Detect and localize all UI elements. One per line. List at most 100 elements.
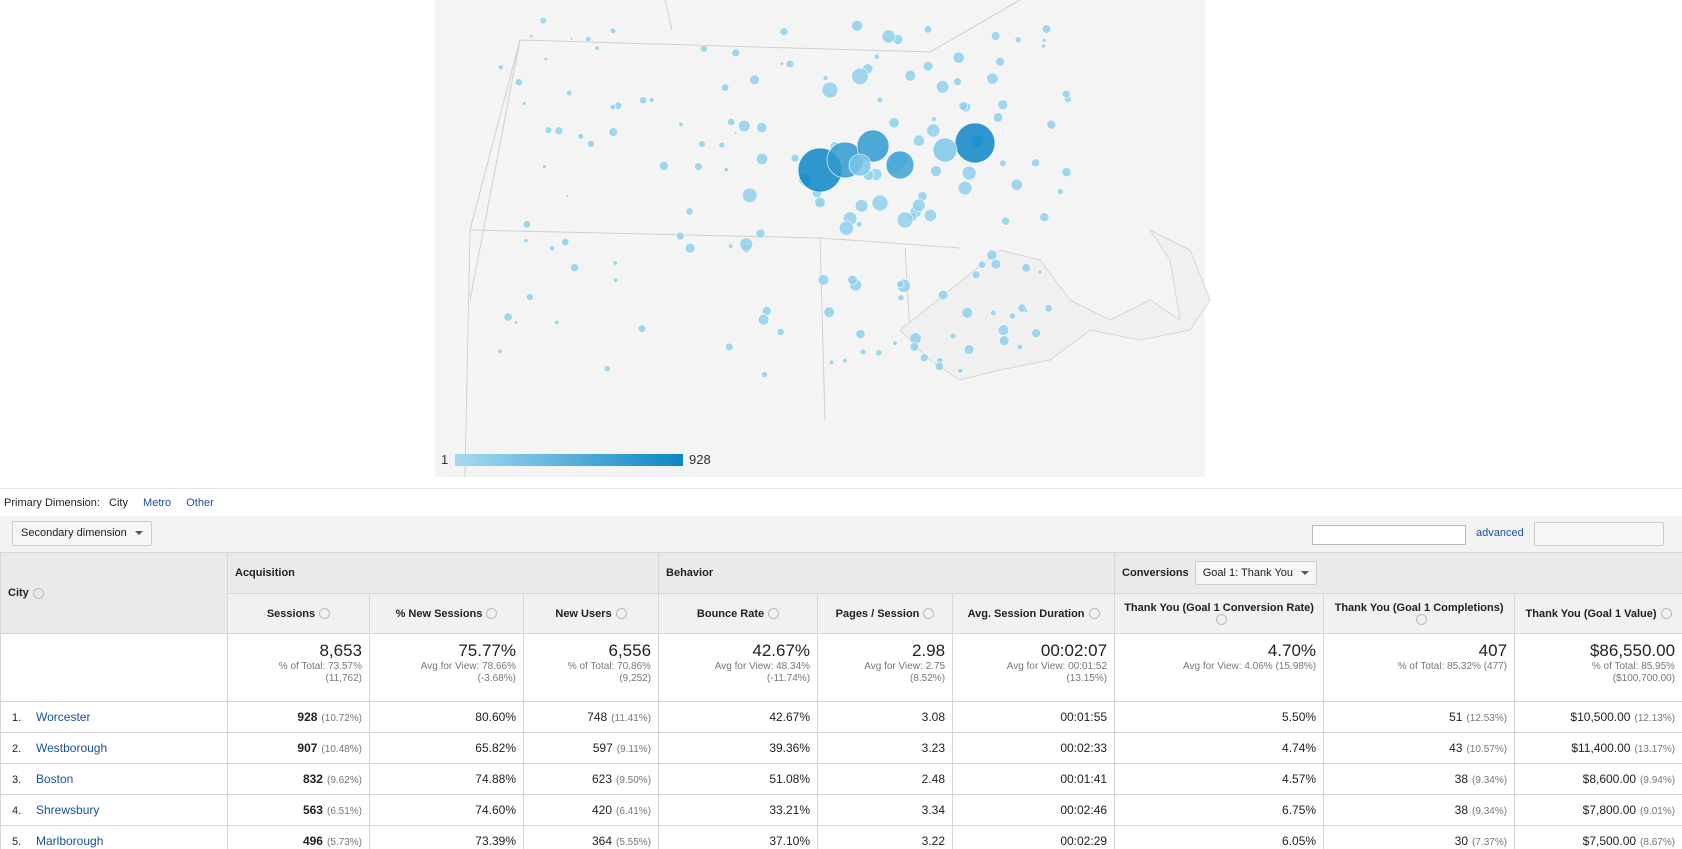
dimension-city[interactable]: City (109, 497, 128, 509)
bubble (822, 75, 829, 82)
bubble (896, 211, 914, 229)
rank: 5. (12, 836, 22, 848)
bubble (912, 134, 925, 147)
bubble (756, 122, 768, 134)
metric-cell: 3.23 (817, 732, 954, 764)
bubble (1037, 269, 1043, 275)
goal-select[interactable]: Goal 1: Thank You (1194, 561, 1318, 585)
column-label: New Users (555, 607, 612, 620)
column-header[interactable]: Avg. Session Duration (952, 593, 1116, 634)
bubble (727, 118, 736, 127)
bubble (957, 367, 964, 374)
metric-cell: 3.08 (817, 701, 954, 733)
totals-note: % of Total: 73.57% (278, 661, 362, 672)
bubble (739, 237, 754, 252)
bubble (957, 180, 973, 196)
bubble (990, 31, 1001, 41)
bubble (725, 342, 734, 352)
city-link[interactable]: Shrewsbury (36, 803, 100, 817)
bubble (737, 119, 751, 133)
bubble (961, 306, 974, 319)
bubble (855, 221, 863, 228)
dimension-other[interactable]: Other (186, 497, 214, 509)
metric-value: 74.88% (475, 772, 516, 786)
bubble (539, 16, 547, 25)
column-header[interactable]: Sessions (227, 593, 370, 634)
bubble (842, 357, 848, 364)
column-header[interactable]: Bounce Rate (658, 593, 819, 634)
bubble (817, 274, 830, 286)
bubble (727, 243, 734, 249)
bubble (608, 127, 619, 138)
bubble (854, 199, 869, 213)
metric-share: (8.67%) (1640, 837, 1676, 848)
metric-value: 80.60% (475, 710, 516, 724)
bubble (1031, 328, 1042, 338)
legend-max: 928 (689, 452, 711, 467)
metric-value: 42.67% (769, 710, 811, 724)
bubble (953, 77, 962, 87)
city-cell: 5. Marlborough (0, 825, 228, 849)
bubble (954, 122, 996, 164)
city-link[interactable]: Westborough (36, 741, 108, 755)
totals-row: 8,653% of Total: 73.57% (11,762) 75.77% Avg… (0, 633, 1682, 702)
bubble (851, 67, 869, 86)
metric-cell: 4.74% (1114, 732, 1325, 764)
help-icon (486, 608, 498, 620)
bubble (838, 220, 854, 236)
search-box[interactable] (1312, 525, 1466, 545)
bubble (503, 312, 513, 322)
bubble (529, 33, 534, 39)
bubble (779, 61, 785, 67)
data-row: 4. Shrewsbury 563 (6.51%) 74.60% 420 (6.41%) 33… (0, 794, 1682, 826)
column-header[interactable]: % New Sessions (369, 593, 524, 634)
totals-cell: 75.77% Avg for View: 78.66% (-3.68%) (369, 633, 524, 702)
totals-note: Avg for View: 78.66% (420, 661, 516, 672)
bubble (761, 371, 768, 378)
metric-value: 33.21% (769, 803, 811, 817)
city-link[interactable]: Marlborough (36, 834, 104, 848)
primary-dimension: Primary Dimension: City Metro Other (4, 497, 214, 509)
help-icon (32, 587, 44, 599)
metric-cell: 74.88% (369, 763, 524, 795)
metric-value: 748 (587, 710, 608, 724)
column-header[interactable]: Pages / Session (817, 593, 954, 634)
metric-cell: 00:01:41 (952, 763, 1116, 795)
bubble (648, 97, 655, 104)
bubble (1061, 167, 1072, 178)
column-header[interactable]: Thank You (Goal 1 Conversion Rate) (1114, 593, 1325, 634)
bubble (990, 309, 997, 317)
metric-value: $7,800.00 (1582, 803, 1637, 817)
metric-value: 832 (302, 772, 323, 786)
column-header[interactable]: Thank You (Goal 1 Completions) (1323, 593, 1516, 634)
totals-blank (0, 633, 228, 702)
bubble (1031, 158, 1041, 168)
metric-value: 3.08 (921, 710, 946, 724)
totals-value: 6,556 (608, 641, 652, 660)
secondary-dimension: Secondary dimension (21, 527, 127, 539)
metric-share: (13.17%) (1634, 744, 1676, 755)
dimension-metro[interactable]: Metro (143, 497, 172, 509)
bubble (949, 332, 957, 340)
city-link[interactable]: Boston (36, 772, 74, 786)
bubble (544, 126, 553, 134)
bubble (561, 237, 570, 247)
group-header: Acquisition (226, 552, 660, 594)
bubble (723, 167, 729, 173)
metric-cell: 2.48 (817, 763, 954, 795)
advanced-link[interactable]: advanced (1476, 527, 1524, 539)
secondary-dimension-button[interactable]: Secondary dimension (12, 521, 152, 546)
view-switcher[interactable] (1534, 522, 1664, 546)
column-header[interactable]: New Users (522, 593, 660, 634)
caret (1301, 571, 1310, 576)
totals-note: (11,762) (325, 673, 362, 684)
metric-value: 623 (591, 772, 613, 786)
column-label: Bounce Rate (696, 607, 765, 620)
column-header[interactable]: Thank You (Goal 1 Value) (1514, 593, 1682, 634)
metric-cell: 6.75% (1114, 794, 1325, 826)
city-link[interactable]: Worcester (36, 710, 91, 724)
bubble (542, 164, 547, 169)
bubble (856, 129, 890, 163)
totals-note: (8.52%) (910, 673, 946, 684)
column-label: Thank You (Goal 1 Conversion Rate) (1124, 601, 1314, 614)
